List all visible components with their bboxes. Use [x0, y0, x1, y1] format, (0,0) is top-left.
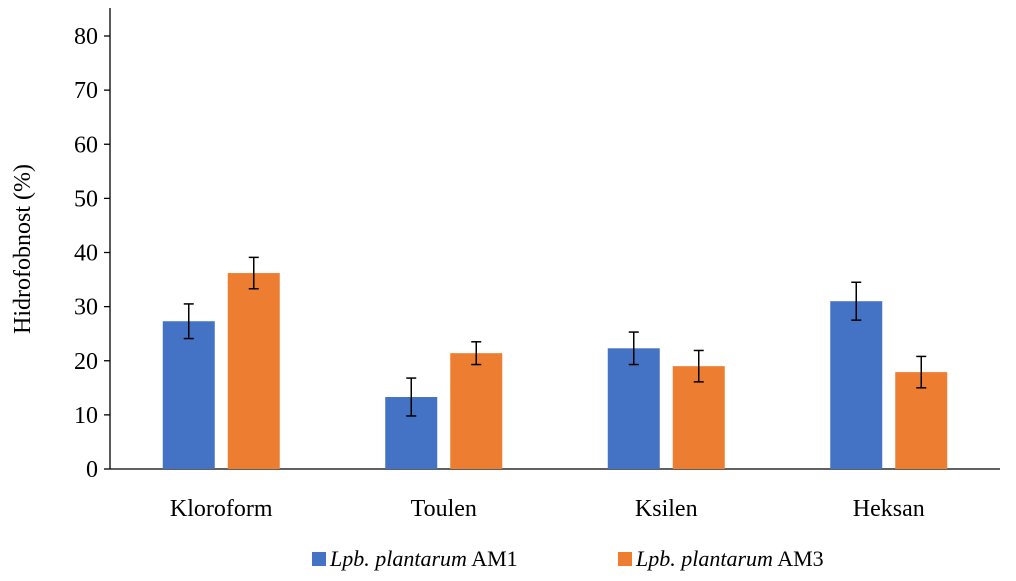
y-tick-label: 20: [74, 349, 98, 375]
category-labels: Kloroform Toulen Ksilen Heksan: [170, 496, 925, 522]
bar-heksan-1: [830, 301, 883, 469]
legend-label-suffix: AM1: [467, 546, 518, 571]
bar-kloroform-1: [162, 321, 215, 469]
bar-ksilen-1: [607, 348, 660, 469]
y-tick-label: 0: [86, 457, 98, 483]
y-tick-label: 30: [74, 295, 98, 321]
y-tick-label: 10: [74, 403, 98, 429]
bars: [162, 273, 948, 469]
y-tick-label: 40: [74, 241, 98, 267]
bar-toulen-2: [450, 353, 503, 469]
legend-swatch-2: [618, 552, 632, 566]
y-axis: 0 10 20 30 40 50 60 70 80: [74, 8, 111, 483]
y-axis-title: Hidrofobnost (%): [10, 164, 36, 334]
y-tick-label: 70: [74, 78, 98, 104]
category-label-toulen: Toulen: [411, 496, 477, 522]
legend: Lpb. plantarum AM1 Lpb. plantarum AM3: [312, 546, 824, 571]
bar-ksilen-2: [672, 366, 725, 469]
category-label-heksan: Heksan: [853, 496, 925, 522]
legend-label-2: Lpb. plantarum AM3: [635, 546, 824, 571]
error-bars: [183, 256, 927, 417]
legend-label-1: Lpb. plantarum AM1: [329, 546, 518, 571]
legend-label-suffix: AM3: [773, 546, 824, 571]
category-label-kloroform: Kloroform: [170, 496, 273, 522]
legend-swatch-1: [312, 552, 326, 566]
y-tick-label: 60: [74, 132, 98, 158]
y-tick-label: 50: [74, 186, 98, 212]
y-tick-label: 80: [74, 24, 98, 50]
legend-label-italic: Lpb. plantarum: [329, 546, 467, 571]
legend-label-italic: Lpb. plantarum: [635, 546, 773, 571]
bar-kloroform-2: [227, 273, 280, 469]
category-label-ksilen: Ksilen: [635, 496, 698, 522]
